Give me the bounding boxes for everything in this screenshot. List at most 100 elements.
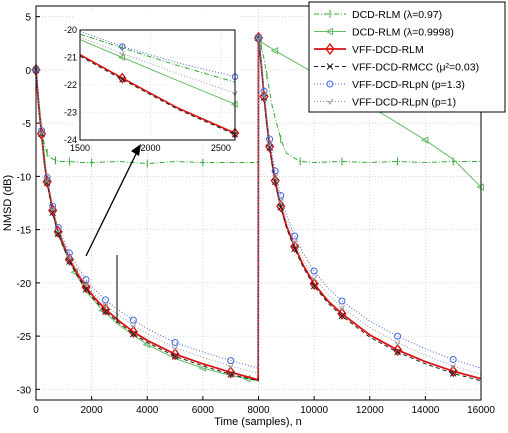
inset-series-line — [79, 30, 236, 78]
x-tick-label: 2000 — [81, 405, 104, 416]
inset-y-tick-label: -21 — [64, 53, 77, 63]
legend-entry: VFF-DCD-RLM — [314, 42, 424, 56]
y-tick-label: 0 — [25, 66, 31, 77]
data-point — [102, 308, 109, 315]
data-point — [290, 240, 300, 253]
legend-label: VFF-DCD-RLM — [352, 44, 424, 56]
x-axis-label: Time (samples), n — [214, 416, 302, 428]
y-tick-label: 5 — [25, 13, 31, 24]
data-point — [226, 366, 236, 379]
x-tick-label: 8000 — [247, 405, 270, 416]
data-point — [128, 325, 138, 339]
data-point — [291, 232, 299, 240]
data-point — [66, 253, 73, 260]
data-point — [129, 316, 137, 324]
data-point — [338, 297, 346, 305]
y-tick-label: -30 — [17, 385, 32, 396]
data-point — [55, 226, 62, 234]
data-point — [277, 198, 284, 205]
data-point — [327, 98, 333, 105]
data-point — [310, 267, 318, 275]
legend-label: DCD-RLM (λ=0.9998) — [352, 27, 454, 39]
inset-series-line — [79, 39, 236, 105]
data-point — [171, 352, 179, 360]
data-point — [261, 91, 268, 98]
data-point — [260, 87, 268, 95]
series-6 — [33, 35, 482, 375]
data-point — [310, 282, 318, 290]
series-layer — [31, 31, 484, 383]
data-point — [291, 238, 298, 245]
y-tick-labels: 5 0 -5 -10 -15 -20 -25 -30 — [17, 13, 32, 397]
data-point — [38, 128, 45, 136]
zoom-arrow-head — [131, 144, 141, 156]
inset-y-tick-label: -24 — [64, 135, 77, 145]
plot-frame — [35, 5, 482, 401]
data-point — [198, 364, 206, 372]
x-tick-labels: 0 2000 4000 6000 8000 10000 12000 14000 16000 — [33, 405, 495, 416]
data-point — [49, 202, 57, 210]
data-point — [227, 363, 234, 370]
inset-y-tick-label: -23 — [64, 108, 77, 118]
data-point — [82, 276, 90, 284]
data-point — [394, 332, 402, 340]
data-point — [339, 304, 345, 311]
inset-x-tick-label: 2000 — [140, 143, 160, 153]
x-tick-label: 14000 — [411, 405, 439, 416]
data-point — [142, 340, 151, 349]
data-point — [325, 27, 333, 36]
data-point — [227, 357, 235, 365]
y-tick-label: -15 — [17, 226, 32, 237]
legend-label: VFF-DCD-RMCC (μ²=0.03) — [352, 62, 479, 74]
legend-entry: VFF-DCD-RLpN (p=1) — [314, 97, 456, 109]
data-point — [326, 63, 334, 70]
data-point — [270, 46, 279, 55]
series-line — [35, 37, 482, 375]
y-tick-label: -25 — [17, 332, 32, 343]
data-point — [266, 135, 274, 143]
data-point — [266, 140, 273, 147]
data-point — [172, 345, 179, 352]
x-tick-label: 4000 — [136, 405, 159, 416]
inset-y-tick-label: -22 — [64, 80, 77, 90]
zoom-inset: 1500 2000 2500 -20 -21 -22 -23 -24 — [64, 12, 240, 153]
data-point — [66, 258, 73, 265]
data-point — [119, 43, 126, 50]
inset-series-line — [79, 55, 236, 135]
series-line — [35, 37, 481, 165]
data-point — [170, 348, 180, 361]
data-point — [129, 330, 137, 338]
data-point — [326, 80, 334, 88]
data-point — [44, 176, 51, 184]
data-point — [54, 230, 62, 238]
data-point — [255, 35, 262, 42]
legend-box — [308, 1, 506, 113]
inset-frame — [79, 29, 236, 141]
data-point — [277, 203, 285, 211]
inset-series-line — [79, 53, 236, 134]
x-tick-label: 0 — [33, 405, 39, 416]
inset-series-line — [79, 33, 236, 83]
data-point — [394, 348, 401, 356]
inset-x-tick-labels: 1500 2000 2500 — [70, 143, 231, 153]
legend-label: VFF-DCD-RLpN (p=1.3) — [352, 79, 465, 91]
data-point — [291, 245, 299, 253]
data-point — [227, 371, 235, 378]
data-point — [449, 370, 457, 377]
x-tick-label: 12000 — [356, 405, 384, 416]
legend-label: DCD-RLM (λ=0.97) — [352, 9, 442, 21]
data-point — [49, 205, 56, 212]
x-tick-label: 6000 — [192, 405, 215, 416]
data-point — [100, 303, 111, 316]
legend: DCD-RLM (λ=0.97) DCD-RLM (λ=0.9998) VFF-DC… — [308, 1, 506, 113]
data-point — [420, 136, 429, 144]
data-point — [449, 356, 457, 364]
y-axis-label: NMSD (dB) — [2, 175, 14, 231]
y-tick-label: -20 — [17, 279, 32, 290]
x-tick-label: 16000 — [467, 405, 495, 416]
data-point — [325, 42, 335, 56]
legend-entry: DCD-RLM (λ=0.97) — [314, 9, 442, 21]
data-point — [83, 281, 90, 288]
data-point — [448, 365, 458, 378]
